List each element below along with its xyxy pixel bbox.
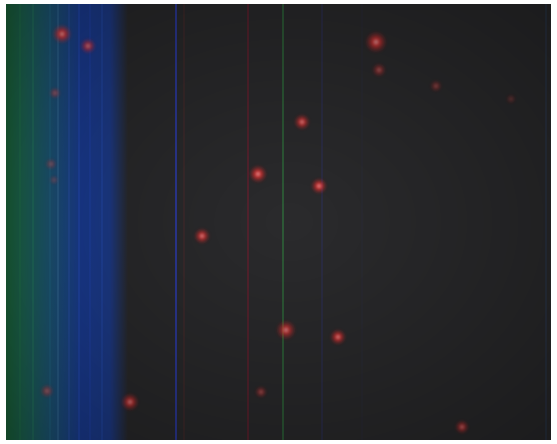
fluorescence-micrograph (6, 4, 551, 440)
